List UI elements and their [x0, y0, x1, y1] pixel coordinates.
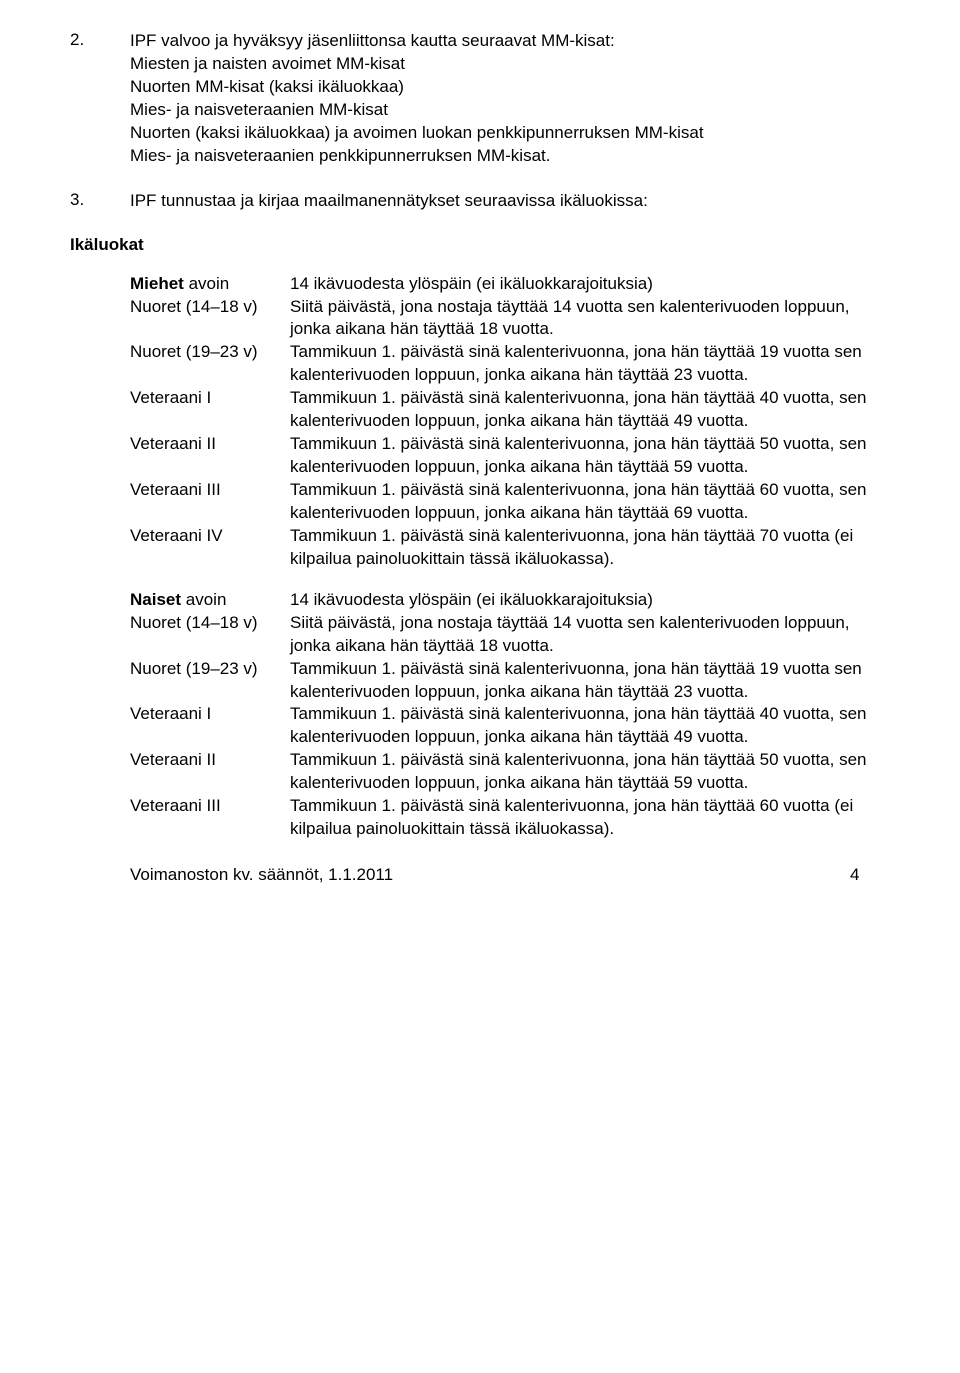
def-label: Veteraani II — [130, 749, 290, 795]
def-row-naiset-avoin: Naiset avoin 14 ikävuodesta ylöspäin (ei… — [130, 589, 890, 612]
def-text: Tammikuun 1. päivästä sinä kalenterivuon… — [290, 341, 890, 387]
spacer — [130, 571, 890, 589]
page-footer: Voimanoston kv. säännöt, 1.1.2011 4 — [130, 865, 890, 885]
list-item-3: 3. IPF tunnustaa ja kirjaa maailmanennät… — [70, 190, 890, 213]
def-text: Tammikuun 1. päivästä sinä kalenterivuon… — [290, 749, 890, 795]
def-text: Tammikuun 1. päivästä sinä kalenterivuon… — [290, 525, 890, 571]
def-row-veteraani-2-b: Veteraani II Tammikuun 1. päivästä sinä … — [130, 749, 890, 795]
list-item-2: 2. IPF valvoo ja hyväksyy jäsenliittonsa… — [70, 30, 890, 168]
def-text: Siitä päivästä, jona nostaja täyttää 14 … — [290, 612, 890, 658]
def-text: Tammikuun 1. päivästä sinä kalenterivuon… — [290, 433, 890, 479]
def-row-veteraani-3-b: Veteraani III Tammikuun 1. päivästä sinä… — [130, 795, 890, 841]
def-row-veteraani-4: Veteraani IV Tammikuun 1. päivästä sinä … — [130, 525, 890, 571]
def-label: Nuoret (19–23 v) — [130, 658, 290, 704]
page-number: 4 — [850, 865, 890, 885]
def-label-bold: Naiset — [130, 590, 181, 609]
item-number: 3. — [70, 190, 130, 213]
section-heading: Ikäluokat — [70, 235, 890, 255]
def-label: Veteraani II — [130, 433, 290, 479]
document-page: 2. IPF valvoo ja hyväksyy jäsenliittonsa… — [0, 0, 960, 915]
def-label: Nuoret (14–18 v) — [130, 612, 290, 658]
def-label: Veteraani IV — [130, 525, 290, 571]
def-label-bold: Miehet — [130, 274, 184, 293]
def-label: Veteraani III — [130, 479, 290, 525]
definition-table-miehet: Miehet avoin 14 ikävuodesta ylöspäin (ei… — [130, 273, 890, 842]
def-text: Tammikuun 1. päivästä sinä kalenterivuon… — [290, 387, 890, 433]
def-row-nuoret-14-18: Nuoret (14–18 v) Siitä päivästä, jona no… — [130, 296, 890, 342]
def-text: Tammikuun 1. päivästä sinä kalenterivuon… — [290, 479, 890, 525]
item-text: IPF valvoo ja hyväksyy jäsenliittonsa ka… — [130, 30, 890, 168]
def-label: Veteraani III — [130, 795, 290, 841]
def-label-suffix: avoin — [181, 590, 226, 609]
def-label: Nuoret (19–23 v) — [130, 341, 290, 387]
def-row-nuoret-19-23: Nuoret (19–23 v) Tammikuun 1. päivästä s… — [130, 341, 890, 387]
def-text: 14 ikävuodesta ylöspäin (ei ikäluokkaraj… — [290, 589, 890, 612]
def-label: Miehet avoin — [130, 273, 290, 296]
def-label-suffix: avoin — [184, 274, 229, 293]
def-row-veteraani-1: Veteraani I Tammikuun 1. päivästä sinä k… — [130, 387, 890, 433]
def-label: Veteraani I — [130, 387, 290, 433]
def-label: Naiset avoin — [130, 589, 290, 612]
def-row-veteraani-1-b: Veteraani I Tammikuun 1. päivästä sinä k… — [130, 703, 890, 749]
def-label: Nuoret (14–18 v) — [130, 296, 290, 342]
item-text: IPF tunnustaa ja kirjaa maailmanennätyks… — [130, 190, 890, 213]
def-text: Siitä päivästä, jona nostaja täyttää 14 … — [290, 296, 890, 342]
item-number: 2. — [70, 30, 130, 168]
def-text: Tammikuun 1. päivästä sinä kalenterivuon… — [290, 795, 890, 841]
def-row-nuoret-19-23-b: Nuoret (19–23 v) Tammikuun 1. päivästä s… — [130, 658, 890, 704]
def-text: Tammikuun 1. päivästä sinä kalenterivuon… — [290, 703, 890, 749]
def-text: 14 ikävuodesta ylöspäin (ei ikäluokkaraj… — [290, 273, 890, 296]
footer-text: Voimanoston kv. säännöt, 1.1.2011 — [130, 865, 850, 885]
def-row-veteraani-2: Veteraani II Tammikuun 1. päivästä sinä … — [130, 433, 890, 479]
def-row-nuoret-14-18-b: Nuoret (14–18 v) Siitä päivästä, jona no… — [130, 612, 890, 658]
def-label: Veteraani I — [130, 703, 290, 749]
def-text: Tammikuun 1. päivästä sinä kalenterivuon… — [290, 658, 890, 704]
def-row-miehet-avoin: Miehet avoin 14 ikävuodesta ylöspäin (ei… — [130, 273, 890, 296]
def-row-veteraani-3: Veteraani III Tammikuun 1. päivästä sinä… — [130, 479, 890, 525]
